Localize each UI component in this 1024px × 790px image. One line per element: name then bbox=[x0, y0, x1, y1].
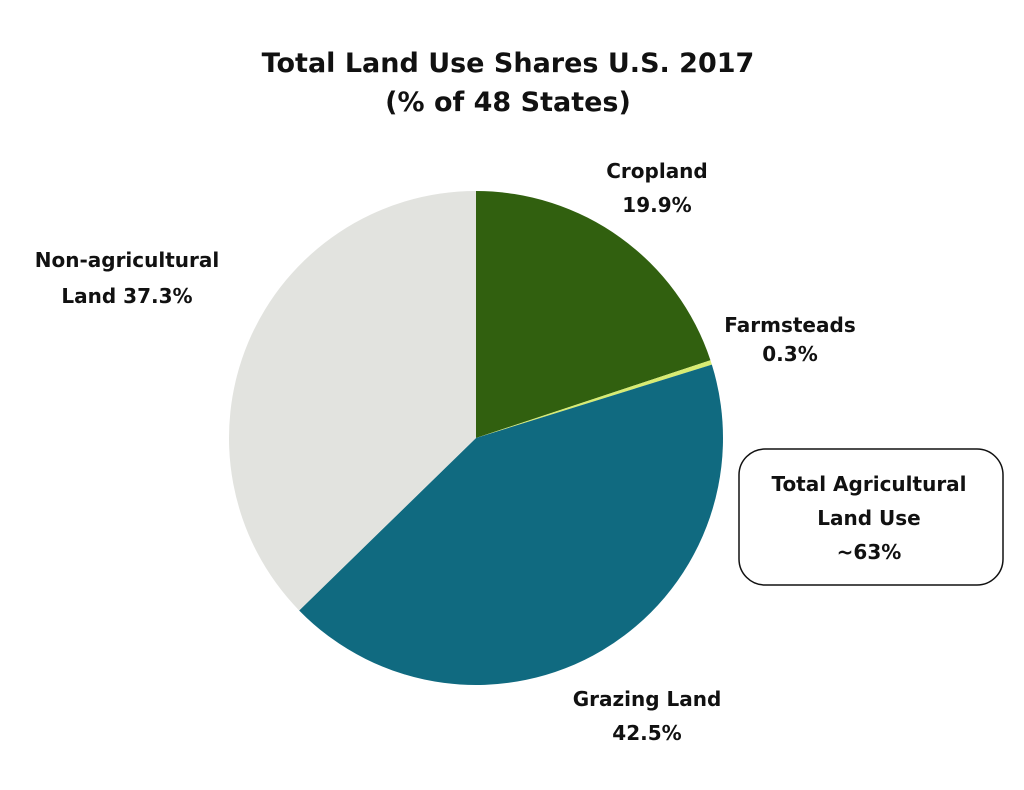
pie-slice-non-agricultural-land bbox=[228, 191, 476, 611]
pie-slices bbox=[228, 191, 724, 686]
callout-box bbox=[738, 448, 1004, 586]
callout-line: Total Agricultural bbox=[771, 472, 966, 496]
slice-label-line: Grazing Land bbox=[573, 687, 722, 711]
slice-label-line: 19.9% bbox=[622, 193, 691, 217]
slice-label-line: 42.5% bbox=[612, 721, 681, 745]
agricultural-total-callout: Total Agricultural Land Use ~63% bbox=[738, 448, 1004, 586]
slice-label-line: Land 37.3% bbox=[61, 284, 192, 308]
chart-subtitle: (% of 48 States) bbox=[385, 87, 631, 118]
slice-label-line: Farmsteads bbox=[724, 313, 855, 337]
slice-label-non-agricultural-land: Non-agricultural Land 37.3% bbox=[35, 248, 220, 308]
pie-slice-cropland bbox=[476, 191, 711, 438]
slice-label-line: Non-agricultural bbox=[35, 248, 220, 272]
slice-label-farmsteads: Farmsteads 0.3% bbox=[724, 313, 855, 366]
chart-title: Total Land Use Shares U.S. 2017 bbox=[262, 48, 755, 79]
pie-slice-grazing-land bbox=[299, 364, 724, 686]
slice-label-line: Cropland bbox=[606, 159, 708, 183]
slice-label-grazing-land: Grazing Land 42.5% bbox=[573, 687, 722, 745]
pie-slice-farmsteads bbox=[476, 360, 712, 438]
callout-line: ~63% bbox=[837, 540, 902, 564]
slice-label-cropland: Cropland 19.9% bbox=[606, 159, 708, 217]
slice-label-line: 0.3% bbox=[762, 342, 817, 366]
callout-line: Land Use bbox=[817, 506, 920, 530]
